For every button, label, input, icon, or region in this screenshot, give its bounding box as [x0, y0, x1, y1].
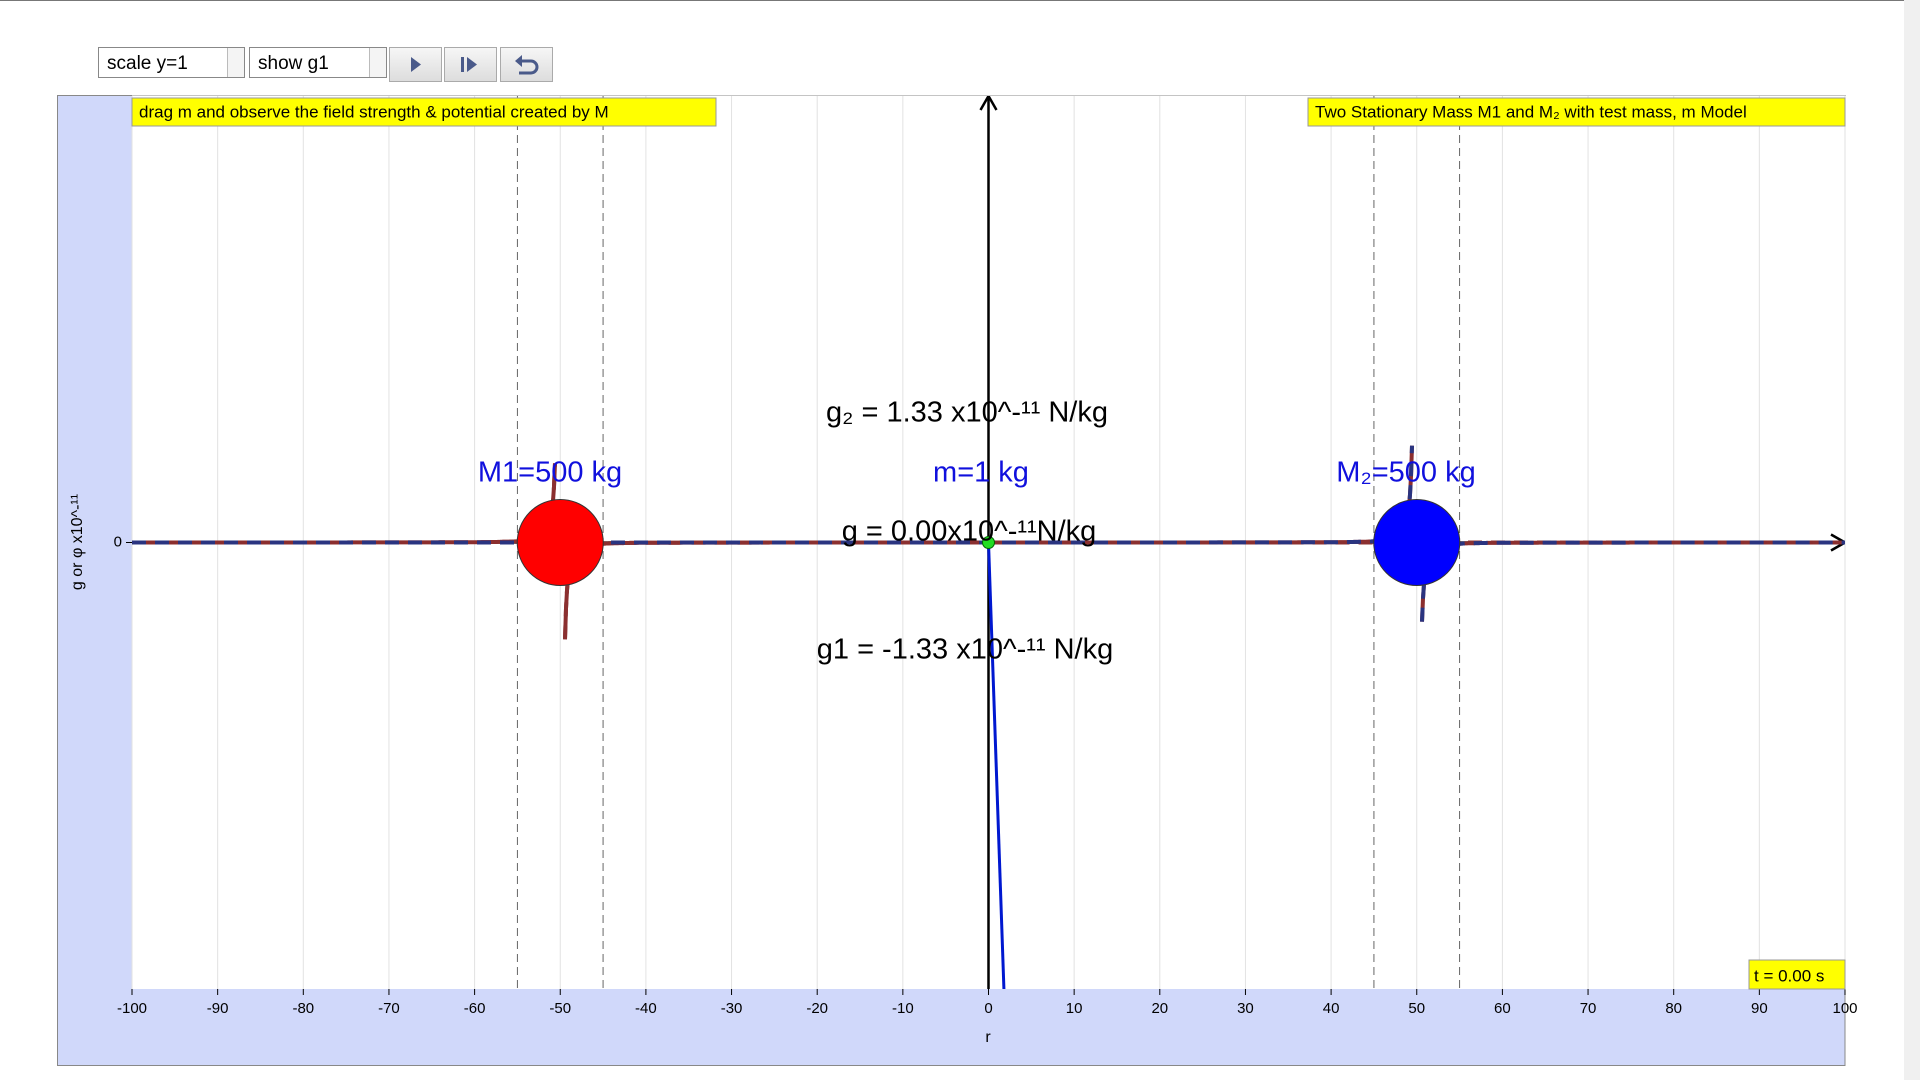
time-label: t = 0.00 s: [1754, 966, 1824, 985]
x-tick-label: 100: [1832, 1000, 1857, 1017]
x-tick-label: 70: [1580, 1000, 1597, 1017]
x-tick-label: 60: [1494, 1000, 1511, 1017]
show-select[interactable]: show g1: [249, 47, 387, 78]
scrollbar[interactable]: [1904, 0, 1920, 1080]
test-mass: [982, 536, 995, 549]
x-tick-label: 0: [984, 1000, 992, 1017]
scale-select[interactable]: scale y=1: [98, 47, 245, 78]
x-arrow: [1830, 533, 1845, 552]
model-title: Two Stationary Mass M1 and M₂ with test …: [1315, 102, 1747, 121]
force-arrow: [987, 542, 1006, 989]
model-title-box: [1307, 97, 1846, 127]
instruction-box: [131, 97, 717, 127]
y-arrow: [979, 96, 998, 111]
top-border: [0, 0, 1920, 1]
reset-icon: [515, 55, 539, 75]
x-tick-label: -10: [892, 1000, 914, 1017]
mass1-label: M1=500 kg: [478, 457, 622, 489]
x-tick-label: -90: [207, 1000, 229, 1017]
play-icon: [411, 57, 421, 72]
x-tick-label: -60: [464, 1000, 486, 1017]
x-tick-label: -30: [721, 1000, 743, 1017]
x-tick-label: 50: [1408, 1000, 1425, 1017]
x-tick-label: -80: [292, 1000, 314, 1017]
time-box: [1748, 959, 1846, 990]
step-button[interactable]: [444, 47, 497, 82]
g1-label: g1 = -1.33 x10^-¹¹ N/kg: [817, 634, 1114, 666]
mass2-label: M₂=500 kg: [1336, 457, 1475, 489]
y-axis-label: g or φ x10^-¹¹: [69, 494, 86, 590]
mass-1: [516, 499, 604, 586]
x-tick-label: 20: [1151, 1000, 1168, 1017]
x-tick-label: 30: [1237, 1000, 1254, 1017]
reset-button[interactable]: [500, 47, 553, 82]
g-label: g = 0.00x10^-¹¹N/kg: [842, 516, 1097, 548]
test-mass-label: m=1 kg: [933, 457, 1029, 489]
x-tick-label: -40: [635, 1000, 657, 1017]
x-tick-label: 90: [1751, 1000, 1768, 1017]
step-icon: [461, 57, 477, 72]
g2-label: g₂ = 1.33 x10^-¹¹ N/kg: [826, 397, 1108, 429]
play-button[interactable]: [389, 47, 442, 82]
x-tick-label: 80: [1665, 1000, 1682, 1017]
x-tick-label: -20: [806, 1000, 828, 1017]
x-axis-label: r: [985, 1029, 991, 1046]
y-tick-label: 0: [114, 533, 122, 550]
x-tick-label: 10: [1066, 1000, 1083, 1017]
mass-2: [1373, 499, 1461, 586]
x-tick-label: -100: [117, 1000, 147, 1017]
x-tick-label: -70: [378, 1000, 400, 1017]
instruction-text: drag m and observe the field strength & …: [139, 102, 609, 121]
x-tick-label: -50: [549, 1000, 571, 1017]
x-tick-label: 40: [1323, 1000, 1340, 1017]
